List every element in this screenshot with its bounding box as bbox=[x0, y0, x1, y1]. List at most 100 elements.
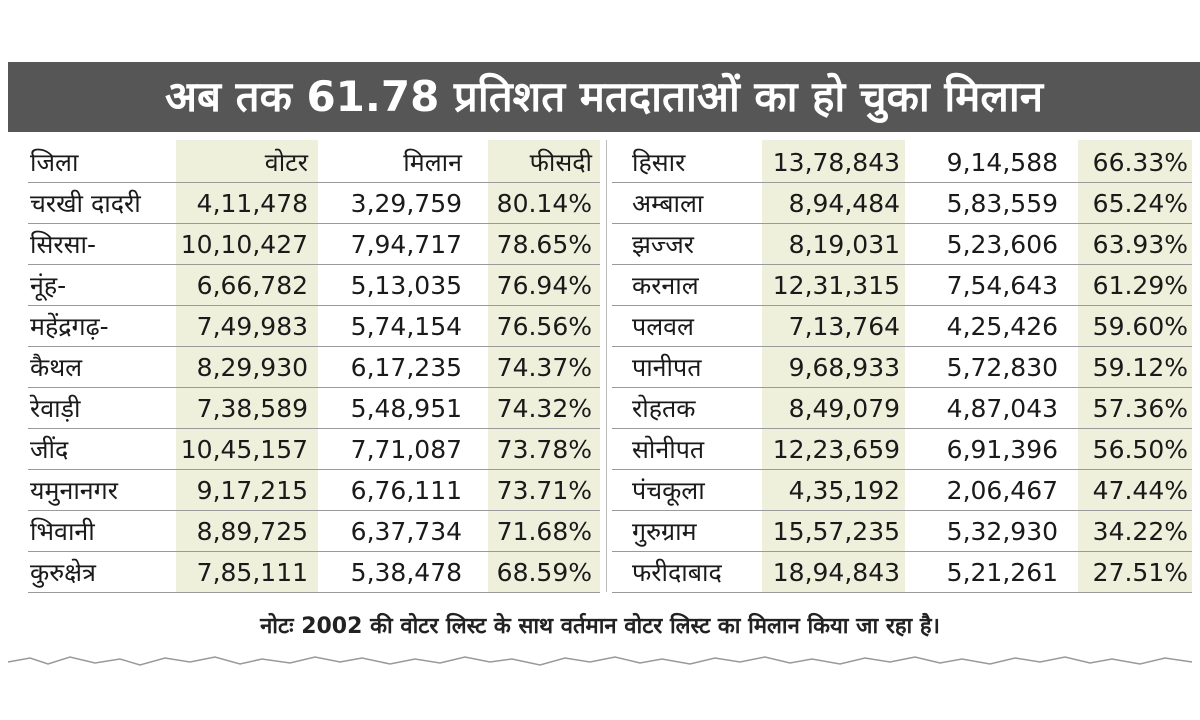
row-rule bbox=[612, 469, 1192, 470]
cell-matched: 5,32,930 bbox=[946, 517, 1058, 546]
cell-voters: 10,45,157 bbox=[180, 435, 308, 464]
cell-matched: 5,13,035 bbox=[350, 271, 462, 300]
cell-district: चरखी दादरी bbox=[30, 189, 141, 218]
cell-percent: 74.32% bbox=[496, 394, 592, 423]
cell-voters: 8,89,725 bbox=[196, 517, 308, 546]
cell-district: यमुनानगर bbox=[30, 476, 118, 505]
row-rule bbox=[28, 469, 600, 470]
cell-percent: 34.22% bbox=[1092, 517, 1188, 546]
cell-percent: 27.51% bbox=[1092, 558, 1188, 587]
row-rule bbox=[28, 223, 600, 224]
cell-voters: 4,35,192 bbox=[788, 476, 900, 505]
cell-percent: 61.29% bbox=[1092, 271, 1188, 300]
cell-district: पानीपत bbox=[632, 353, 702, 382]
shade-band bbox=[1078, 140, 1192, 592]
cell-voters: 8,49,079 bbox=[788, 394, 900, 423]
cell-percent: 73.78% bbox=[496, 435, 592, 464]
cell-voters: 12,31,315 bbox=[772, 271, 900, 300]
cell-district: जींद bbox=[30, 435, 69, 464]
cell-percent: 73.71% bbox=[496, 476, 592, 505]
cell-district: झज्जर bbox=[632, 230, 694, 259]
cell-district: महेंद्रगढ़- bbox=[30, 312, 109, 341]
cell-district: हिसार bbox=[632, 148, 686, 177]
column-separator bbox=[606, 140, 607, 592]
cell-matched: 4,87,043 bbox=[946, 394, 1058, 423]
cell-percent: 78.65% bbox=[496, 230, 592, 259]
cell-district: रोहतक bbox=[632, 394, 696, 423]
cell-matched: 5,21,261 bbox=[946, 558, 1058, 587]
title: अब तक 61.78 प्रतिशत मतदाताओं का हो चुका … bbox=[164, 72, 1044, 121]
header-percent: फीसदी bbox=[529, 148, 592, 177]
cell-percent: 74.37% bbox=[496, 353, 592, 382]
cell-matched: 6,37,734 bbox=[350, 517, 462, 546]
cell-matched: 7,94,717 bbox=[350, 230, 462, 259]
cell-voters: 13,78,843 bbox=[772, 148, 900, 177]
row-rule bbox=[612, 264, 1192, 265]
cell-matched: 5,83,559 bbox=[946, 189, 1058, 218]
cell-matched: 5,23,606 bbox=[946, 230, 1058, 259]
row-rule bbox=[28, 305, 600, 306]
cell-percent: 68.59% bbox=[496, 558, 592, 587]
row-rule bbox=[28, 182, 600, 183]
note: नोटः 2002 की वोटर लिस्ट के साथ वर्तमान व… bbox=[260, 614, 940, 639]
cell-percent: 80.14% bbox=[496, 189, 592, 218]
cell-matched: 7,54,643 bbox=[946, 271, 1058, 300]
shade-band bbox=[488, 140, 600, 592]
cell-district: कुरुक्षेत्र bbox=[30, 558, 96, 587]
cell-percent: 76.94% bbox=[496, 271, 592, 300]
cell-percent: 47.44% bbox=[1092, 476, 1188, 505]
cell-percent: 59.12% bbox=[1092, 353, 1188, 382]
header-matched: मिलान bbox=[403, 148, 462, 177]
cell-matched: 5,48,951 bbox=[350, 394, 462, 423]
cell-matched: 5,38,478 bbox=[350, 558, 462, 587]
shade-band bbox=[176, 140, 318, 592]
row-rule bbox=[28, 510, 600, 511]
cell-voters: 6,66,782 bbox=[196, 271, 308, 300]
row-rule bbox=[612, 387, 1192, 388]
cell-voters: 10,10,427 bbox=[180, 230, 308, 259]
cell-percent: 65.24% bbox=[1092, 189, 1188, 218]
row-rule bbox=[28, 264, 600, 265]
cell-matched: 6,76,111 bbox=[350, 476, 462, 505]
cell-voters: 8,94,484 bbox=[788, 189, 900, 218]
cell-district: रेवाड़ी bbox=[30, 394, 81, 423]
row-rule bbox=[612, 592, 1192, 593]
cell-percent: 76.56% bbox=[496, 312, 592, 341]
cell-percent: 56.50% bbox=[1092, 435, 1188, 464]
row-rule bbox=[28, 592, 600, 593]
cell-percent: 63.93% bbox=[1092, 230, 1188, 259]
cell-matched: 3,29,759 bbox=[350, 189, 462, 218]
row-rule bbox=[612, 551, 1192, 552]
cell-matched: 2,06,467 bbox=[946, 476, 1058, 505]
row-rule bbox=[28, 551, 600, 552]
header-voters: वोटर bbox=[264, 148, 308, 177]
row-rule bbox=[28, 387, 600, 388]
cell-voters: 8,29,930 bbox=[196, 353, 308, 382]
cell-matched: 6,91,396 bbox=[946, 435, 1058, 464]
cell-voters: 7,85,111 bbox=[196, 558, 308, 587]
cell-voters: 15,57,235 bbox=[772, 517, 900, 546]
cell-percent: 71.68% bbox=[496, 517, 592, 546]
cell-matched: 5,72,830 bbox=[946, 353, 1058, 382]
cell-matched: 6,17,235 bbox=[350, 353, 462, 382]
cell-matched: 7,71,087 bbox=[350, 435, 462, 464]
cell-matched: 4,25,426 bbox=[946, 312, 1058, 341]
cell-district: पलवल bbox=[632, 312, 695, 341]
cell-percent: 66.33% bbox=[1092, 148, 1188, 177]
header-district: जिला bbox=[30, 148, 79, 177]
cell-voters: 4,11,478 bbox=[196, 189, 308, 218]
torn-edge bbox=[7, 656, 1193, 666]
cell-voters: 8,19,031 bbox=[788, 230, 900, 259]
title-bar: अब तक 61.78 प्रतिशत मतदाताओं का हो चुका … bbox=[8, 62, 1200, 132]
cell-voters: 9,68,933 bbox=[788, 353, 900, 382]
cell-district: पंचकूला bbox=[632, 476, 705, 505]
row-rule bbox=[28, 428, 600, 429]
cell-district: भिवानी bbox=[30, 517, 95, 546]
row-rule bbox=[612, 182, 1192, 183]
row-rule bbox=[612, 305, 1192, 306]
cell-matched: 5,74,154 bbox=[350, 312, 462, 341]
cell-percent: 59.60% bbox=[1092, 312, 1188, 341]
cell-district: नूंह- bbox=[30, 271, 67, 300]
cell-voters: 12,23,659 bbox=[772, 435, 900, 464]
